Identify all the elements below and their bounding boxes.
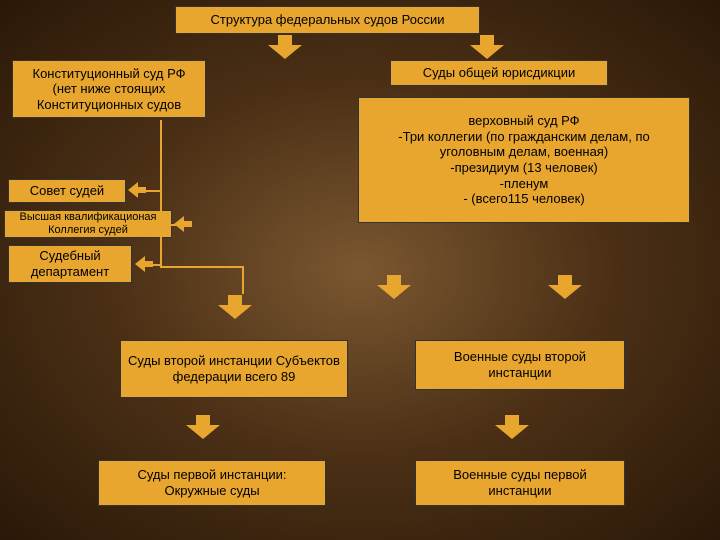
first-instance-box: Суды первой инстанции: Окружные суды bbox=[98, 460, 326, 506]
connector-line bbox=[160, 266, 242, 268]
military-second-box: Военные суды второй инстанции bbox=[415, 340, 625, 390]
department-box: Судебный департамент bbox=[8, 245, 132, 283]
council-box: Совет судей bbox=[8, 179, 126, 203]
general-jurisdiction-box: Суды общей юрисдикции bbox=[390, 60, 608, 86]
connector-line bbox=[150, 264, 160, 266]
qualification-box: Высшая квалификационая Коллегия судей bbox=[4, 210, 172, 238]
connector-line bbox=[145, 190, 160, 192]
constitutional-court-box: Конституционный суд РФ (нет ниже стоящих… bbox=[12, 60, 206, 118]
connector-line bbox=[242, 266, 244, 294]
supreme-court-box: верховный суд РФ -Три коллегии (по гражд… bbox=[358, 97, 690, 223]
title-box: Структура федеральных судов России bbox=[175, 6, 480, 34]
arrow-left-icon bbox=[128, 182, 146, 198]
military-first-box: Военные суды первой инстанции bbox=[415, 460, 625, 506]
second-instance-box: Суды второй инстанции Субъектов федераци… bbox=[120, 340, 348, 398]
connector-line bbox=[160, 120, 162, 266]
connector-line bbox=[160, 224, 190, 226]
